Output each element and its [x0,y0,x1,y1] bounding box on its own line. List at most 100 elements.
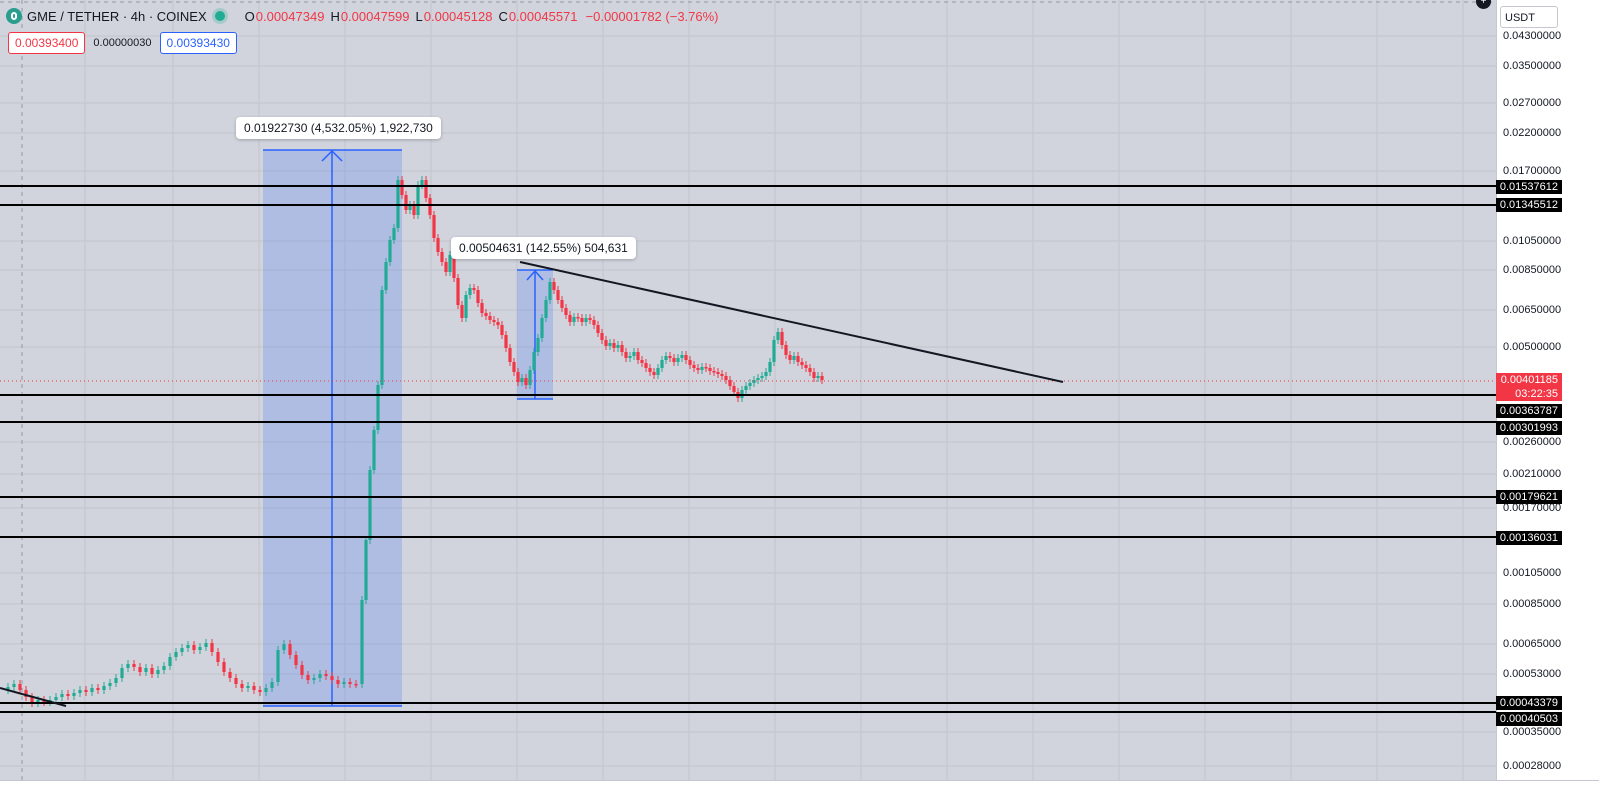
trend-line-descending [519,261,1064,383]
candle-body [644,363,648,368]
candle-body [520,378,524,382]
candle-body [800,362,804,365]
candle-body [180,648,184,652]
candle-body [66,694,70,696]
scroll-to-realtime-icon[interactable]: + [1476,0,1491,9]
candle-body [776,332,780,340]
bar-countdown: 03:22:35 [1515,388,1558,400]
candle-body [312,678,316,680]
price-tick: 0.02200000 [1503,127,1562,139]
candle-body [480,303,484,313]
candle-body [656,368,660,375]
candle-body [700,367,704,370]
candle-body [228,672,232,678]
candle-body [516,372,520,382]
candle-body [684,355,688,360]
candle-body [318,674,322,678]
candle-body [596,325,600,333]
currency-selector[interactable]: USDT [1500,6,1558,28]
candle-body [580,318,584,322]
candle-body [84,690,88,692]
candle-body [816,376,820,378]
candle-body [780,332,784,345]
candle-body [512,362,516,372]
candle-body [30,697,34,703]
candle-body [648,368,652,372]
candle-body [792,356,796,360]
candle-body [696,368,700,370]
candle-body [198,647,202,650]
candle-body [716,372,720,374]
candle-body [114,678,118,683]
candle-body [728,380,732,386]
measurement-label-1[interactable]: 0.01922730 (4,532.05%) 1,922,730 [236,117,441,139]
candle-body [584,318,588,322]
symbol-title[interactable]: GME / TETHER · 4h · COINEX [27,8,207,24]
price-tick: 0.00105000 [1503,567,1562,579]
price-tick: 0.00210000 [1503,468,1562,480]
candle-body [820,376,824,380]
horizontal-levels [0,185,1496,713]
candle-body [508,348,512,362]
candle-body [246,686,250,688]
sell-button[interactable]: 0.00393400 [8,32,86,54]
measure-arrow-head [526,269,544,281]
level-price-label: 0.00043379 [1496,696,1562,710]
candle-body [204,643,208,647]
candle-body [484,313,488,316]
candle-body [368,470,372,540]
candle-body [60,694,64,697]
ohlc-change: −0.00001782 (−3.76%) [585,8,719,24]
measure-arrow-head [321,149,343,162]
price-chart[interactable] [0,0,1496,780]
candle-body [400,180,404,195]
candle-body [132,664,136,667]
ohlc-low-value: 0.00045128 [423,8,493,24]
candle-body [324,674,328,676]
candle-body [264,688,268,692]
candle-body [192,645,196,650]
candle-body [306,675,310,680]
candle-body [150,668,154,674]
candle-body [464,295,468,318]
chart-pane[interactable]: GME / TETHER · 4h · COINEX O 0.00047349 H… [0,0,1496,780]
level-price-label: 0.00301993 [1496,421,1562,435]
candle-body [138,667,142,672]
candle-body [240,684,244,688]
candle-body [720,374,724,376]
candle-body [604,340,608,346]
buy-button[interactable]: 0.00393430 [159,32,237,54]
buy-sell-panel: 0.00393400 0.00000030 0.00393430 [8,32,237,54]
candle-body [628,356,632,358]
price-tick: 0.00650000 [1503,304,1562,316]
candle-body [388,240,392,262]
time-scale[interactable] [0,780,1599,796]
candle-body [24,690,28,697]
price-tick: 0.00053000 [1503,668,1562,680]
candle-body [354,684,358,686]
candle-body [588,318,592,320]
candle-body [444,262,448,272]
price-tick: 0.00850000 [1503,264,1562,276]
candle-body [78,690,82,693]
ohlc-low-key: L [415,8,423,24]
ohlc-high-key: H [330,8,340,24]
measurement-label-2[interactable]: 0.00504631 (142.55%) 504,631 [451,237,636,259]
candle-body [416,185,420,215]
candle-body [704,367,708,369]
candle-body [676,358,680,362]
candle-body [688,360,692,365]
candle-body [708,368,712,371]
candle-body [552,282,556,290]
candle-body [468,288,472,295]
candle-body [376,385,380,430]
candle-body [712,371,716,373]
candle-body [126,664,130,668]
ohlc-close-value: 0.00045571 [508,8,578,24]
candle-body [408,205,412,210]
candle-body [102,686,106,690]
ohlc-open-key: O [244,8,255,24]
candle-body [436,238,440,252]
candle-body [282,644,286,650]
level-price-label: 0.00363787 [1496,404,1562,418]
